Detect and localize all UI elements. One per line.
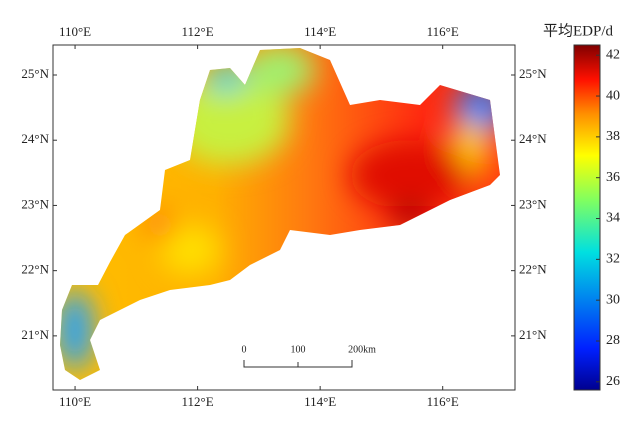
lon-label: 114°E xyxy=(304,394,336,409)
lat-label: 21°N xyxy=(21,327,49,342)
lat-label: 23°N xyxy=(519,196,547,211)
scale-label: 200km xyxy=(348,344,376,355)
lat-label: 22°N xyxy=(21,262,49,277)
lat-label: 23°N xyxy=(21,196,49,211)
lon-label: 112°E xyxy=(182,394,214,409)
colorbar-label: 32 xyxy=(606,252,620,267)
colorbar-label: 28 xyxy=(606,333,620,348)
lat-label: 24°N xyxy=(519,131,547,146)
lon-label: 110°E xyxy=(59,394,91,409)
colorbar-label: 30 xyxy=(606,292,620,307)
colorbar-label: 34 xyxy=(606,211,620,226)
colorbar xyxy=(573,44,601,391)
lon-label: 116°E xyxy=(427,394,459,409)
lon-label: 110°E xyxy=(59,24,91,39)
scale-label: 0 xyxy=(242,344,247,355)
colorbar-label: 40 xyxy=(606,88,620,103)
lat-label: 21°N xyxy=(519,327,547,342)
lat-label: 25°N xyxy=(519,66,547,81)
lat-label: 24°N xyxy=(21,131,49,146)
lon-label: 112°E xyxy=(182,24,214,39)
colorbar-label: 38 xyxy=(606,129,620,144)
colorbar-label: 36 xyxy=(606,170,620,185)
scale-bar-box xyxy=(225,330,510,386)
colorbar-label: 26 xyxy=(606,374,620,389)
lat-label: 25°N xyxy=(21,66,49,81)
lat-label: 22°N xyxy=(519,262,547,277)
lon-label: 114°E xyxy=(304,24,336,39)
lon-label: 116°E xyxy=(427,24,459,39)
colorbar-label: 42 xyxy=(606,47,620,62)
scale-bar: 0 100 200km xyxy=(242,344,376,368)
scale-label: 100 xyxy=(291,344,306,355)
colorbar-title: 平均EDP/d xyxy=(543,22,614,39)
